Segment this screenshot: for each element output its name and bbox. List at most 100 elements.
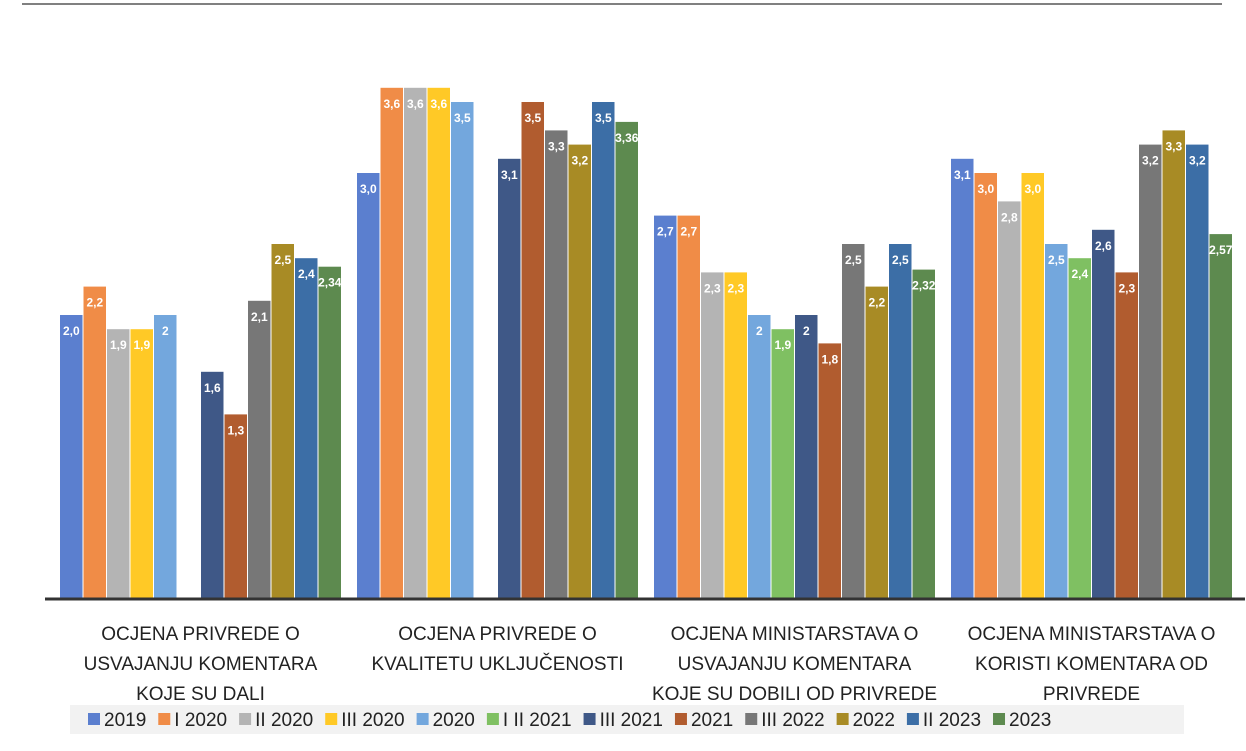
data-label: 3,3 [548,139,565,153]
bar [1021,173,1044,599]
data-label: 2,2 [868,296,885,310]
data-label: 2,34 [318,276,342,290]
bar [1045,244,1068,599]
legend-swatch [325,713,338,725]
category-label: KORISTI KOMENTARA OD [975,654,1208,675]
bar [912,269,935,599]
legend-label: II 2023 [923,710,981,731]
bar [545,130,568,599]
bar [951,158,974,600]
data-label: 2,5 [892,253,909,267]
data-label: 3,5 [524,111,541,125]
bar [427,87,450,600]
bar [1162,130,1185,599]
bar [451,102,474,599]
legend-swatch [583,713,596,725]
category-label: OCJENA MINISTARSTAVA O [671,624,919,645]
bar [224,414,247,599]
bar [1139,144,1162,599]
category-label: OCJENA MINISTARSTAVA O [968,624,1216,645]
data-label: 3,0 [977,182,994,196]
data-label: 2,6 [1095,239,1112,253]
bar [771,329,794,599]
bar [295,258,318,599]
data-label: 1,9 [110,338,127,352]
legend-label: 2022 [853,710,895,731]
bar [60,315,83,599]
data-label: 2,1 [251,310,268,324]
data-label: 3,5 [595,111,612,125]
bar [724,272,747,599]
data-label: 2,3 [727,281,744,295]
data-label: 3,36 [615,131,639,145]
bar [748,315,771,599]
legend-swatch [88,713,100,725]
bar [818,343,841,599]
legend-label: III 2020 [341,710,404,731]
legend-label: III 2022 [761,710,824,731]
data-label: 2 [162,324,169,338]
data-label: 3,2 [1189,154,1206,168]
bar [842,244,865,599]
data-label: 2 [803,324,810,338]
data-label: 2,4 [298,267,315,281]
data-label: 2,32 [912,279,936,293]
data-label: 3,3 [1165,139,1182,153]
bar [615,121,638,600]
legend-swatch [993,713,1006,725]
bar [107,329,130,599]
data-label: 3,0 [1024,182,1041,196]
bar [248,300,271,599]
bar [521,102,544,599]
legend-label: 2020 [433,710,475,731]
data-label: 2,5 [1048,253,1065,267]
bar [404,87,427,600]
legend-label: I 2020 [174,710,227,731]
legend-swatch [906,713,919,725]
data-label: 3,6 [407,97,424,111]
data-label: 3,0 [360,182,377,196]
data-label: 3,6 [430,97,447,111]
data-label: 3,6 [383,97,400,111]
data-label: 2,8 [1001,210,1018,224]
legend-label: 2021 [691,710,733,731]
legend-label: I II 2021 [503,710,572,731]
bar [271,244,294,599]
bar [498,158,521,600]
bar [592,102,615,599]
data-label: 2,0 [63,324,80,338]
legend-swatch [486,713,499,725]
category-label: OCJENA PRIVREDE O [398,624,597,645]
bar [1092,229,1115,600]
data-label: 1,3 [227,423,244,437]
legend-label: 2019 [104,710,146,731]
legend-swatch [239,713,252,725]
bar [1209,234,1232,599]
category-label: KVALITETU UKLJUČENOSTI [372,653,624,675]
category-label: PRIVREDE [1043,684,1140,705]
data-label: 1,9 [774,338,791,352]
bar [701,272,724,599]
category-label: USVAJANJU KOMENTARA [84,654,318,675]
category-label: OCJENA PRIVREDE O [101,624,300,645]
category-label: KOJE SU DOBILI OD PRIVREDE [652,684,937,705]
bar [201,371,224,599]
data-label: 3,1 [954,168,971,182]
data-label: 2,57 [1209,243,1233,257]
legend-label: III 2021 [600,710,663,731]
bar [998,201,1021,599]
bar [130,329,153,599]
bar [1068,258,1091,599]
legend-swatch [158,713,171,725]
data-label: 2,7 [657,225,674,239]
bar [357,173,380,599]
data-label: 2,3 [704,281,721,295]
data-label: 2 [756,324,763,338]
data-label: 1,9 [133,338,150,352]
bar [865,286,888,599]
bar [83,286,106,599]
category-label: USVAJANJU KOMENTARA [678,654,912,675]
data-label: 2,7 [680,225,697,239]
bar [1115,272,1138,599]
